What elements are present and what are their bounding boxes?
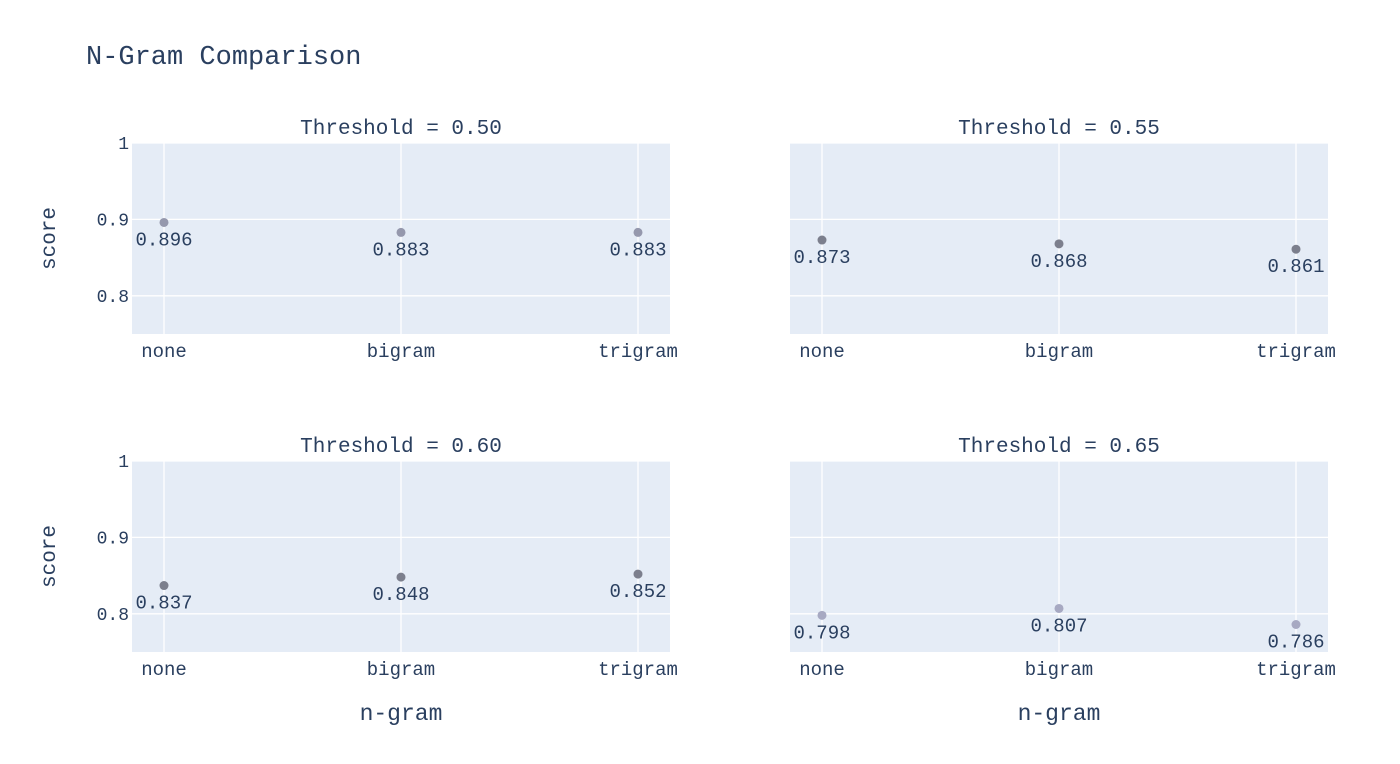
x-tick-label: bigram xyxy=(1025,659,1093,681)
y-tick-label: 0.9 xyxy=(97,211,129,231)
subplot-2: Threshold = 0.55 none bigram trigram 0.873 0.… xyxy=(790,118,1336,363)
y-tick-label: 0.8 xyxy=(97,288,129,308)
subplot-1: Threshold = 0.50 none bigram trigram 0.8 0.9 1… xyxy=(39,118,678,363)
data-label: 0.873 xyxy=(793,247,850,269)
data-point xyxy=(817,610,827,620)
subplot-title: Threshold = 0.60 xyxy=(300,436,502,459)
data-point xyxy=(1054,239,1064,249)
data-label: 0.837 xyxy=(135,593,192,615)
data-point xyxy=(396,227,406,237)
data-point xyxy=(1291,244,1301,254)
chart-title: N-Gram Comparison xyxy=(86,43,362,73)
x-tick-label: none xyxy=(141,341,187,363)
data-point xyxy=(633,227,643,237)
y-axis-label: score xyxy=(39,207,62,270)
x-tick-label: none xyxy=(141,659,187,681)
data-label: 0.883 xyxy=(609,239,666,261)
data-point xyxy=(1291,619,1301,629)
x-tick-label: none xyxy=(799,341,845,363)
data-point xyxy=(817,235,827,245)
data-label: 0.786 xyxy=(1267,631,1324,653)
y-tick-label: 0.8 xyxy=(97,606,129,626)
x-tick-label: none xyxy=(799,659,845,681)
x-tick-label: bigram xyxy=(1025,341,1093,363)
data-point xyxy=(159,581,169,591)
subplot-title: Threshold = 0.65 xyxy=(958,436,1160,459)
x-axis-label: n-gram xyxy=(1018,701,1101,727)
y-axis-label: score xyxy=(39,525,62,588)
x-tick-label: trigram xyxy=(598,341,678,363)
data-label: 0.861 xyxy=(1267,256,1324,278)
data-label: 0.883 xyxy=(372,239,429,261)
subplot-title: Threshold = 0.50 xyxy=(300,118,502,141)
data-label: 0.798 xyxy=(793,622,850,644)
subplot-title: Threshold = 0.55 xyxy=(958,118,1160,141)
data-label: 0.848 xyxy=(372,584,429,606)
data-point xyxy=(633,569,643,579)
y-tick-label: 0.9 xyxy=(97,529,129,549)
x-tick-label: trigram xyxy=(598,659,678,681)
data-point xyxy=(396,572,406,582)
x-axis-label: n-gram xyxy=(360,701,443,727)
y-tick-label: 1 xyxy=(118,453,129,473)
x-tick-label: bigram xyxy=(367,341,435,363)
data-label: 0.896 xyxy=(135,229,192,251)
y-tick-label: 1 xyxy=(118,135,129,155)
data-point xyxy=(1054,603,1064,613)
data-label: 0.852 xyxy=(609,581,666,603)
subplot-4: Threshold = 0.65 none bigram trigram n-gram 0… xyxy=(790,436,1336,727)
data-label: 0.807 xyxy=(1030,615,1087,637)
x-tick-label: trigram xyxy=(1256,659,1336,681)
x-tick-label: trigram xyxy=(1256,341,1336,363)
subplot-3: Threshold = 0.60 none bigram trigram 0.8 0.9 1… xyxy=(39,436,678,727)
data-point xyxy=(159,217,169,227)
x-tick-label: bigram xyxy=(367,659,435,681)
data-label: 0.868 xyxy=(1030,251,1087,273)
